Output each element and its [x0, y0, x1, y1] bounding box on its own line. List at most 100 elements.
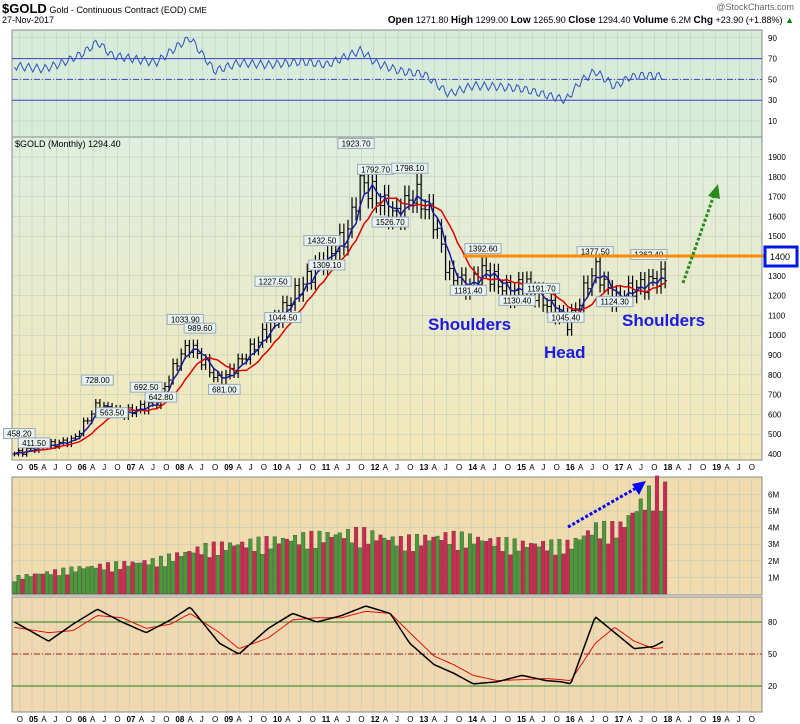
volume-bar	[158, 555, 163, 595]
price-label: 1526.70	[376, 218, 405, 227]
volume-bar	[333, 534, 338, 595]
x-tick-label: O	[310, 463, 316, 472]
x-tick-label: 11	[322, 715, 331, 724]
price-label: 1798.10	[395, 164, 424, 173]
volume-bar	[451, 530, 456, 595]
volume-bar	[12, 581, 17, 595]
volume-bar	[179, 556, 184, 595]
volume-bar	[541, 541, 546, 595]
x-tick-label: O	[505, 463, 511, 472]
brand: @StockCharts.com	[716, 2, 794, 12]
volume-bar	[85, 566, 90, 595]
x-tick-label: O	[163, 463, 169, 472]
x-tick-label: O	[163, 715, 169, 724]
x-tick-label: O	[456, 463, 462, 472]
annotation-right-shoulder: Shoulders	[622, 311, 705, 330]
volume-bar	[122, 561, 127, 595]
stoch-d-line	[14, 610, 664, 682]
volume-bar	[524, 547, 529, 595]
volume-bar	[427, 540, 432, 595]
volume-bar	[467, 533, 472, 595]
chart-title: $GOLD Gold - Continuous Contract (EOD) C…	[2, 1, 207, 16]
x-tick-label: O	[212, 715, 218, 724]
volume-bar	[476, 536, 481, 595]
x-tick-label: O	[554, 715, 560, 724]
price-label-box	[208, 383, 241, 395]
volume-bar	[268, 548, 273, 595]
x-tick-label: O	[505, 715, 511, 724]
x-tick-label: A	[578, 463, 584, 472]
price-label-box	[81, 374, 114, 386]
rsi-tick: 10	[768, 117, 777, 126]
volume-bar	[203, 542, 208, 595]
volume-bar	[126, 565, 131, 595]
x-tick-label: J	[346, 715, 350, 724]
volume-bar	[577, 539, 582, 595]
x-tick-label: 07	[127, 715, 136, 724]
volume-bar	[484, 541, 489, 595]
x-tick-label: A	[285, 463, 291, 472]
x-tick-label: A	[676, 463, 682, 472]
volume-bar	[500, 551, 505, 595]
volume-bar	[528, 543, 533, 595]
x-tick-label: O	[554, 463, 560, 472]
volume-bar	[411, 551, 415, 595]
x-tick-label: O	[651, 715, 657, 724]
x-tick-label: 16	[566, 715, 575, 724]
volume-bar	[655, 475, 659, 595]
x-tick-label: 13	[419, 715, 428, 724]
x-tick-label: 18	[663, 463, 672, 472]
volume-bar	[394, 545, 399, 595]
x-tick-label: 15	[517, 715, 526, 724]
volume-bar	[101, 569, 106, 595]
volume-bar	[423, 534, 428, 595]
price-tick: 1900	[768, 153, 786, 162]
volume-bar	[638, 498, 643, 595]
x-tick-label: O	[212, 463, 218, 472]
x-tick-label: A	[724, 463, 730, 472]
price-label-box	[303, 235, 341, 247]
x-tick-label: A	[578, 715, 584, 724]
rsi-panel	[11, 29, 763, 138]
volume-bar	[378, 534, 383, 595]
volume-bar	[374, 540, 379, 595]
volume-bar	[565, 539, 570, 595]
volume-bar	[162, 566, 167, 595]
volume-bar	[321, 542, 326, 595]
volume-tick: 3M	[768, 540, 779, 549]
annotation-head: Head	[544, 343, 586, 362]
price-tick: 600	[768, 410, 782, 419]
x-tick-label: J	[53, 463, 57, 472]
x-tick-label: J	[53, 715, 57, 724]
x-tick-label: 10	[273, 463, 282, 472]
price-label-box	[391, 162, 429, 174]
volume-bar	[520, 540, 525, 595]
x-tick-label: 14	[468, 463, 477, 472]
x-tick-label: 17	[615, 463, 624, 472]
volume-bar	[171, 561, 176, 595]
arrow-head-icon	[632, 481, 646, 495]
volume-bar	[146, 564, 151, 595]
volume-bar	[118, 569, 123, 595]
x-tick-label: 19	[712, 463, 721, 472]
volume-bar	[415, 533, 420, 595]
resistance-price-box	[763, 245, 799, 268]
volume-tick: 1M	[768, 573, 779, 582]
x-tick-label: O	[749, 715, 755, 724]
x-tick-label: 09	[224, 715, 233, 724]
volume-bar	[622, 527, 627, 595]
volume-bar	[154, 566, 159, 595]
volume-bar	[97, 563, 102, 595]
x-tick-label: A	[188, 463, 194, 472]
volume-bar	[40, 573, 45, 595]
price-label-box	[95, 407, 129, 419]
volume-bar	[370, 530, 375, 595]
x-tick-label: J	[102, 715, 106, 724]
x-tick-label: O	[66, 463, 72, 472]
x-tick-label: 12	[371, 463, 380, 472]
x-tick-label: A	[480, 715, 486, 724]
volume-bar	[272, 536, 277, 595]
price-label: 1227.50	[259, 277, 288, 286]
volume-bar	[211, 541, 216, 595]
volume-bar	[187, 551, 192, 595]
